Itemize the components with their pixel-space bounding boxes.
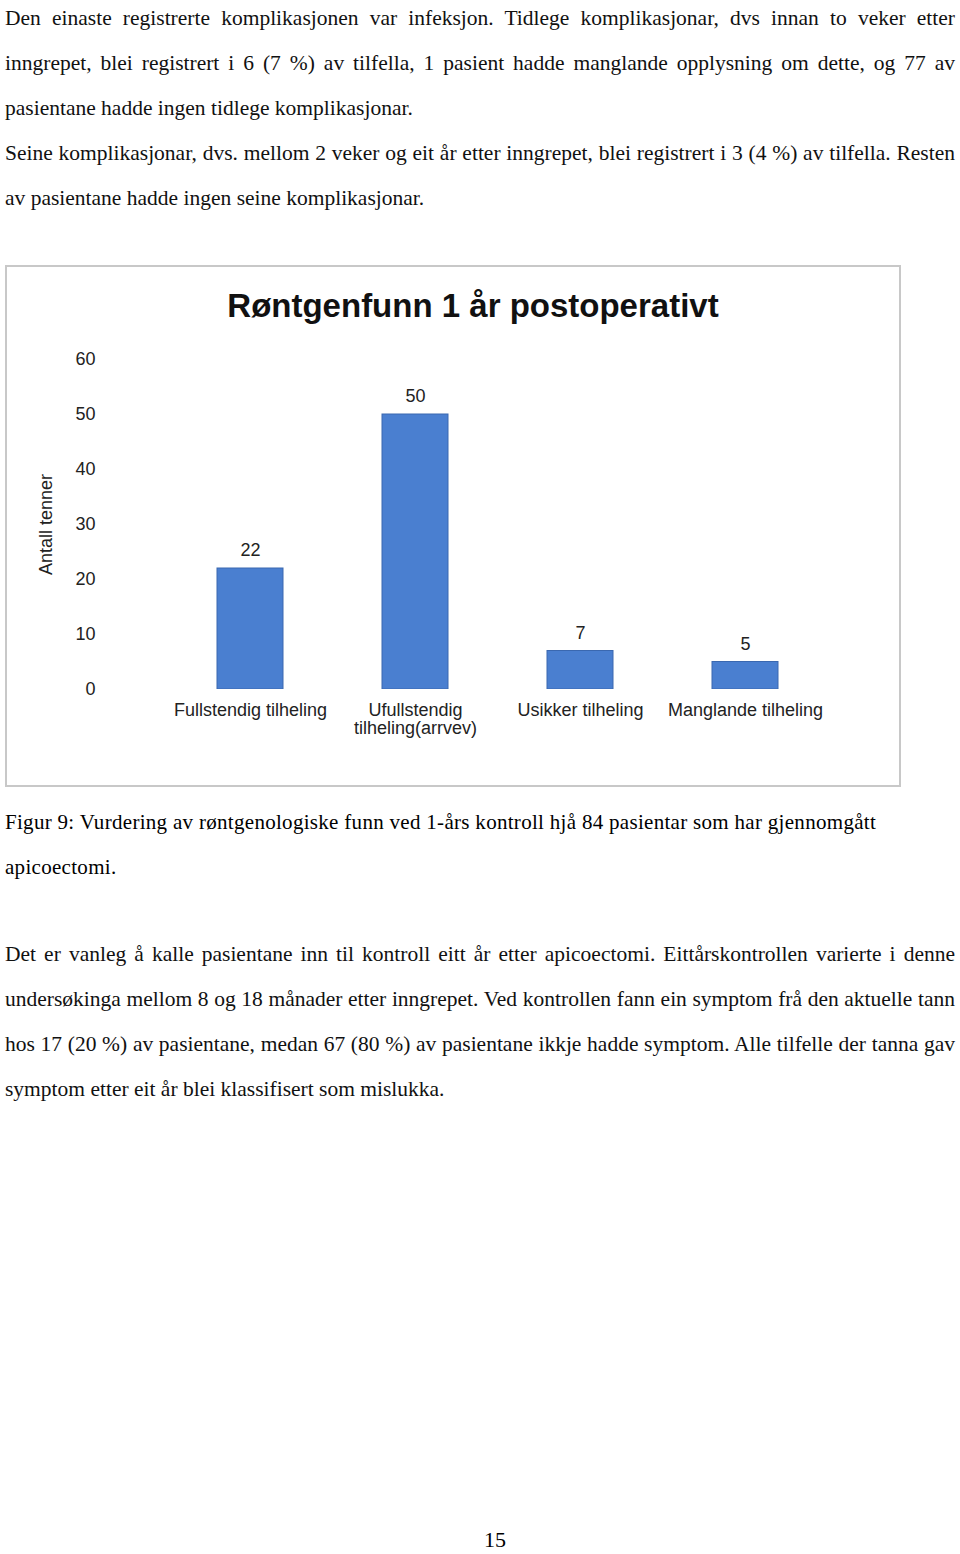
- svg-text:Manglande tilheling: Manglande tilheling: [668, 700, 823, 720]
- html-text:Figur 9: Vurdering av røntgeno: Figur 9: Vurdering av røntgenologiske fu…: [5, 810, 877, 879]
- svg-text:20: 20: [75, 569, 95, 589]
- svg-text:0: 0: [85, 679, 95, 699]
- svg-text:Usikker tilheling: Usikker tilheling: [517, 700, 643, 720]
- svg-text:30: 30: [75, 514, 95, 534]
- html-text:Den einaste registrerte kompli: Den einaste registrerte komplikasjonen v…: [5, 6, 955, 120]
- svg-text:40: 40: [75, 459, 95, 479]
- svg-text:50: 50: [405, 386, 425, 406]
- svg-text:Antall tenner: Antall tenner: [36, 474, 56, 575]
- svg-text:5: 5: [740, 634, 750, 654]
- svg-text:7: 7: [575, 623, 585, 643]
- html-text:Det er vanleg å kalle pasienta: Det er vanleg å kalle pasientane inn til…: [5, 942, 955, 1101]
- svg-text:50: 50: [75, 404, 95, 424]
- html-text:Seine komplikasjonar, dvs. mel: Seine komplikasjonar, dvs. mellom 2 veke…: [5, 141, 955, 210]
- svg-text:10: 10: [75, 624, 95, 644]
- svg-text:22: 22: [240, 540, 260, 560]
- svg-text:Fullstendig tilheling: Fullstendig tilheling: [174, 700, 327, 720]
- svg-text:Ufullstendigtilheling(arrvev): Ufullstendigtilheling(arrvev): [354, 700, 477, 738]
- svg-text:60: 60: [75, 349, 95, 369]
- html-text:15: 15: [484, 1527, 506, 1552]
- html-text:Røntgenfunn 1 år postoperativt: Røntgenfunn 1 år postoperativt: [227, 287, 719, 324]
